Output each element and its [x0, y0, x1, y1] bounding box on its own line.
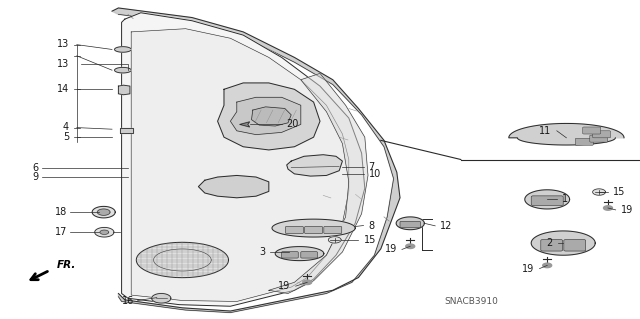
Text: 17: 17 — [55, 227, 67, 237]
Polygon shape — [115, 67, 131, 73]
Polygon shape — [287, 155, 342, 176]
FancyBboxPatch shape — [531, 196, 563, 205]
Polygon shape — [396, 217, 424, 230]
Polygon shape — [269, 73, 368, 293]
FancyBboxPatch shape — [582, 127, 600, 134]
Polygon shape — [118, 85, 130, 95]
Polygon shape — [252, 107, 291, 126]
Text: 6: 6 — [32, 163, 38, 174]
Text: 3: 3 — [259, 247, 265, 257]
Polygon shape — [525, 190, 570, 209]
Polygon shape — [112, 8, 400, 313]
Polygon shape — [120, 128, 133, 133]
Polygon shape — [593, 189, 605, 195]
FancyBboxPatch shape — [593, 131, 611, 138]
Text: 4: 4 — [63, 122, 69, 132]
Polygon shape — [509, 123, 624, 145]
Polygon shape — [152, 293, 171, 303]
Text: 19: 19 — [621, 205, 633, 215]
Polygon shape — [131, 29, 349, 301]
Polygon shape — [97, 209, 110, 215]
Text: 7: 7 — [369, 161, 375, 172]
Polygon shape — [406, 244, 415, 249]
FancyBboxPatch shape — [305, 226, 323, 234]
FancyBboxPatch shape — [541, 240, 563, 251]
FancyBboxPatch shape — [400, 221, 420, 228]
Text: 10: 10 — [369, 169, 381, 179]
Text: 18: 18 — [55, 207, 67, 217]
Text: 2: 2 — [547, 238, 553, 248]
Text: 12: 12 — [440, 221, 452, 231]
Polygon shape — [531, 231, 595, 255]
FancyBboxPatch shape — [301, 252, 317, 258]
FancyBboxPatch shape — [564, 240, 586, 251]
Polygon shape — [100, 230, 109, 234]
FancyBboxPatch shape — [575, 138, 593, 145]
Text: SNACB3910: SNACB3910 — [445, 297, 499, 306]
Text: 13: 13 — [57, 59, 69, 69]
Text: 14: 14 — [57, 84, 69, 94]
Text: 16: 16 — [122, 296, 134, 307]
Text: 13: 13 — [57, 39, 69, 49]
Polygon shape — [272, 219, 355, 237]
FancyBboxPatch shape — [324, 226, 342, 234]
Text: FR.: FR. — [56, 260, 76, 270]
Polygon shape — [303, 280, 312, 285]
Text: 19: 19 — [278, 281, 291, 291]
Text: 19: 19 — [522, 263, 534, 274]
Polygon shape — [92, 206, 115, 218]
Polygon shape — [122, 13, 365, 306]
Text: 20: 20 — [287, 119, 299, 130]
Polygon shape — [218, 83, 320, 150]
Polygon shape — [240, 122, 250, 127]
FancyBboxPatch shape — [285, 226, 303, 234]
Polygon shape — [136, 242, 228, 278]
Text: 1: 1 — [562, 194, 568, 204]
Text: 9: 9 — [32, 172, 38, 182]
FancyBboxPatch shape — [590, 135, 608, 142]
Polygon shape — [328, 237, 341, 243]
FancyBboxPatch shape — [282, 252, 298, 258]
Polygon shape — [230, 97, 301, 135]
Text: 11: 11 — [540, 126, 552, 136]
Text: 5: 5 — [63, 131, 69, 142]
Text: 15: 15 — [613, 187, 625, 197]
Text: 19: 19 — [385, 244, 397, 255]
Text: 8: 8 — [369, 220, 375, 231]
Polygon shape — [198, 175, 269, 198]
Polygon shape — [275, 247, 324, 261]
Polygon shape — [543, 263, 552, 268]
Text: 15: 15 — [364, 235, 376, 245]
Polygon shape — [604, 206, 612, 210]
Polygon shape — [115, 47, 131, 52]
Polygon shape — [95, 227, 114, 237]
